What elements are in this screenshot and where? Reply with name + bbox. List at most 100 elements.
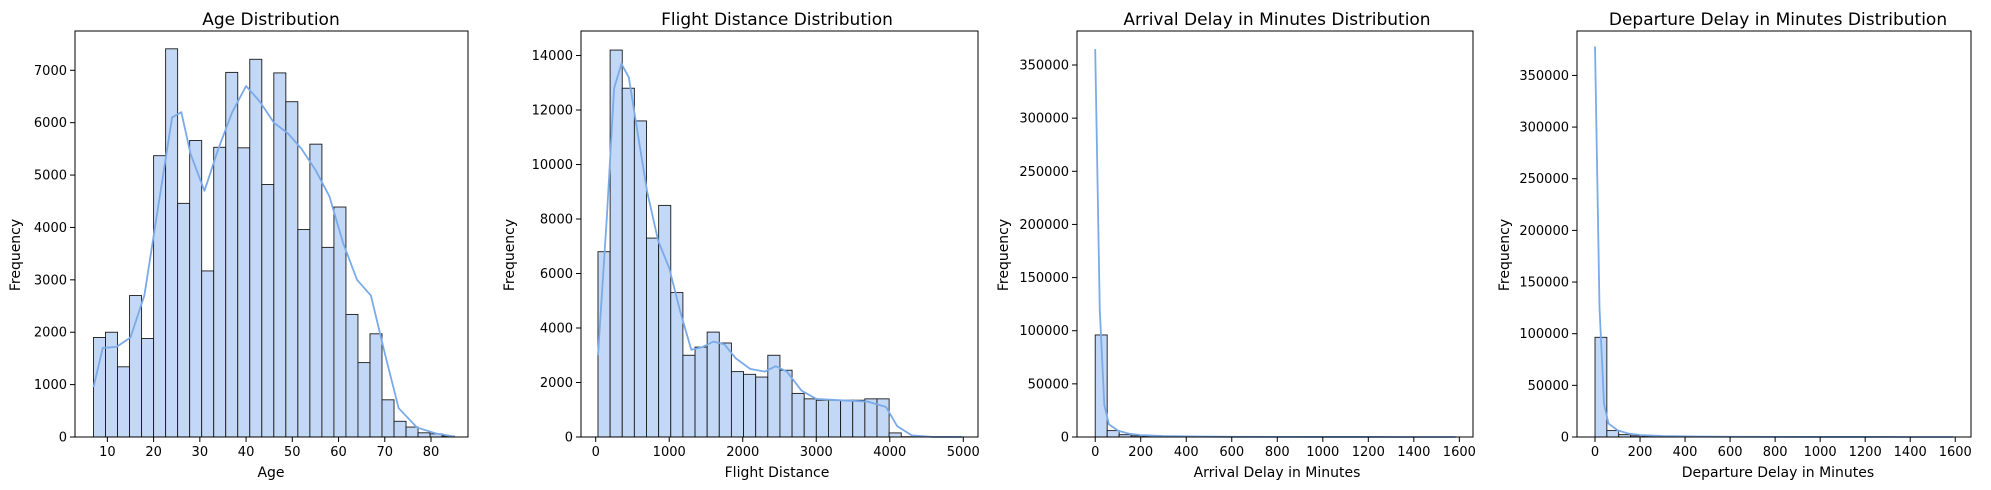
histogram-bar (815, 399, 829, 438)
y-tick-label: 100000 (1519, 327, 1569, 342)
x-tick-label: 1200 (1352, 445, 1385, 460)
histogram-bar (633, 120, 647, 438)
axes-frame (1076, 30, 1474, 438)
x-tick-label: 1400 (1894, 445, 1927, 460)
x-tick-label: 800 (1763, 445, 1788, 460)
histogram-bar (803, 398, 817, 438)
histogram-bar (682, 354, 696, 438)
x-tick-label: 200 (1128, 445, 1153, 460)
x-axis-label: Departure Delay in Minutes (1682, 465, 1874, 481)
y-tick-label: 2000 (540, 376, 573, 391)
x-tick-label: 400 (1174, 445, 1199, 460)
y-tick-label: 1000 (34, 378, 67, 393)
histogram-bar (718, 342, 732, 438)
histogram-bar (417, 432, 431, 438)
x-tick-label: 1200 (1849, 445, 1882, 460)
histogram-bar (189, 140, 203, 438)
kde-line (1594, 46, 1954, 438)
histogram-bar (333, 206, 347, 438)
histogram-bar (694, 346, 708, 438)
y-axis-label: Frequency (1497, 219, 1513, 291)
histogram-bar (309, 143, 323, 438)
x-tick-label: 600 (1718, 445, 1743, 460)
histogram-bar (646, 237, 660, 438)
histogram-bar (369, 333, 383, 438)
y-axis-label: Frequency (996, 219, 1012, 291)
histogram-bar (791, 392, 805, 438)
x-tick-label: 1400 (1397, 445, 1430, 460)
histogram-bar (213, 146, 227, 438)
kde-line (92, 85, 455, 438)
histogram-bar (129, 295, 143, 438)
histogram-bar (165, 48, 179, 438)
subplot-departure-delay-distribution: Departure Delay in Minutes Distribution … (1497, 10, 1972, 481)
x-tick-label: 4000 (873, 445, 906, 460)
axes-frame (74, 30, 469, 438)
histogram-bar (141, 338, 155, 438)
histogram-bar (93, 337, 106, 438)
histogram-bar (393, 420, 407, 438)
x-tick-label: 0 (1591, 445, 1599, 460)
histogram-bar (201, 270, 215, 438)
axes-frame (580, 30, 979, 438)
y-axis-label: Frequency (502, 219, 518, 291)
x-tick-label: 80 (423, 445, 440, 460)
y-tick-label: 200000 (1519, 224, 1569, 239)
chart-title: Flight Distance Distribution (661, 10, 893, 30)
y-tick-label: 50000 (1028, 377, 1069, 392)
histogram-bar (743, 373, 757, 438)
x-tick-label: 600 (1219, 445, 1244, 460)
chart-title: Arrival Delay in Minutes Distribution (1123, 10, 1430, 30)
y-tick-label: 4000 (34, 221, 67, 236)
histogram-bar (1106, 430, 1120, 438)
histogram-bars (1594, 336, 1951, 438)
x-tick-label: 3000 (800, 445, 833, 460)
y-tick-label: 300000 (1519, 121, 1569, 136)
x-tick-label: 0 (592, 445, 600, 460)
kde-line (597, 62, 963, 438)
x-axis-label: Flight Distance (725, 465, 830, 481)
y-tick-label: 3000 (34, 273, 67, 288)
y-tick-label: 0 (565, 431, 573, 446)
y-tick-label: 0 (59, 431, 67, 446)
y-tick-label: 150000 (1019, 271, 1069, 286)
histogram-bar (261, 184, 275, 438)
chart-title: Age Distribution (202, 10, 339, 30)
x-tick-label: 10 (99, 445, 116, 460)
y-tick-label: 150000 (1519, 276, 1569, 291)
histogram-bar (755, 376, 769, 438)
x-axis-label: Arrival Delay in Minutes (1194, 465, 1361, 481)
histogram-bar (706, 331, 720, 438)
subplot-flight-distance-distribution: Flight Distance Distribution Flight Dist… (502, 10, 980, 481)
y-tick-label: 250000 (1519, 172, 1569, 187)
y-tick-label: 2000 (34, 326, 67, 341)
x-tick-label: 20 (145, 445, 162, 460)
axes-frame (1576, 30, 1972, 438)
y-axis-label: Frequency (8, 219, 24, 291)
histogram-bar (621, 87, 635, 438)
y-tick-label: 8000 (540, 213, 573, 228)
histogram-bar (297, 229, 311, 438)
x-tick-label: 50 (284, 445, 301, 460)
histogram-bar (381, 399, 395, 438)
y-tick-label: 0 (1061, 431, 1069, 446)
histogram-bars (1094, 334, 1455, 438)
y-tick-label: 5000 (34, 169, 67, 184)
x-tick-label: 1000 (653, 445, 686, 460)
histogram-bar (285, 101, 299, 438)
x-tick-label: 400 (1673, 445, 1698, 460)
histogram-bar (840, 399, 854, 438)
x-tick-label: 40 (238, 445, 255, 460)
y-tick-label: 250000 (1019, 165, 1069, 180)
x-tick-label: 30 (192, 445, 209, 460)
x-tick-label: 0 (1091, 445, 1099, 460)
y-tick-label: 6000 (540, 267, 573, 282)
y-tick-label: 350000 (1519, 69, 1569, 84)
histogram-bar (117, 366, 131, 438)
histogram-bar (249, 58, 263, 438)
histogram-bar (852, 399, 866, 438)
subplot-age-distribution: Age Distribution Age Frequency 10 20 30 40 5… (8, 10, 469, 481)
histogram-bar (321, 246, 335, 438)
x-tick-label: 5000 (947, 445, 980, 460)
